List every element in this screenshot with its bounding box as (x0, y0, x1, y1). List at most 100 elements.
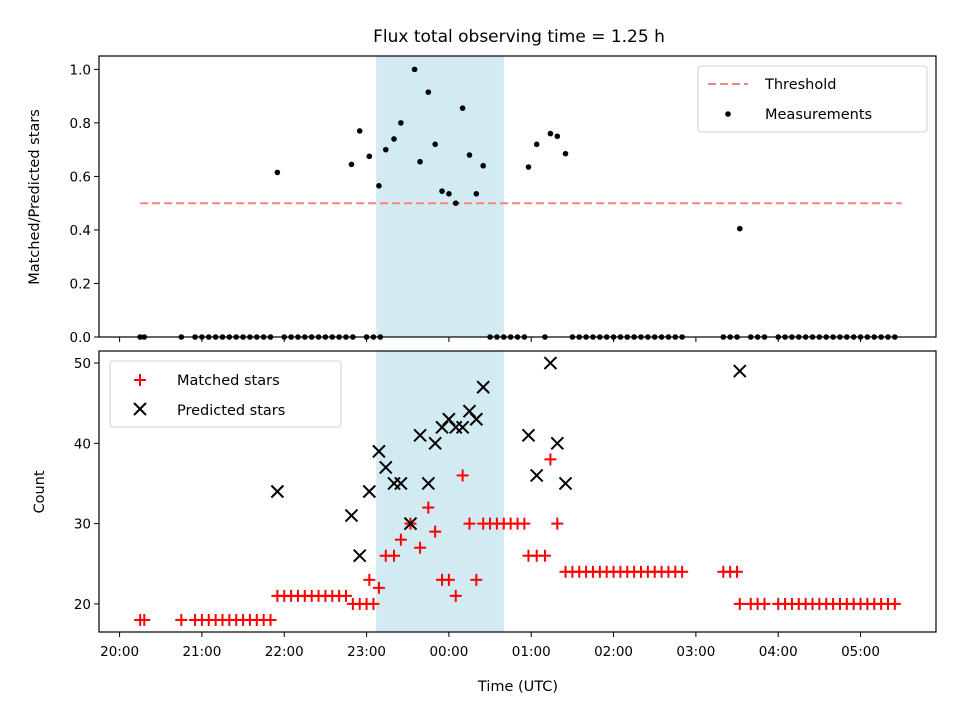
matched-star-points (134, 453, 901, 626)
predicted-point (413, 428, 427, 443)
matched-point (372, 581, 385, 594)
top-y-tick-label: 0.0 (70, 330, 91, 346)
predicted-point-b (558, 476, 573, 491)
x-tick-label: 23:00 (347, 644, 386, 660)
matched-point (414, 541, 427, 554)
top-y-ticks: 0.0 0.2 0.4 0.6 0.8 1.0 (70, 62, 99, 346)
bottom-y-tick-label: 30 (74, 517, 91, 533)
x-axis-label: Time (UTC) (477, 679, 558, 695)
legend-matched-swatch (134, 374, 146, 386)
matched-point (394, 533, 407, 546)
predicted-point (421, 476, 436, 491)
matched-point (544, 453, 557, 466)
predicted-point-b (543, 356, 558, 370)
measurement-point (391, 136, 397, 142)
matched-point (138, 613, 151, 626)
predicted-point-b (469, 412, 484, 426)
matched-point (733, 597, 746, 610)
measurement-point (533, 141, 540, 148)
measurement-point (459, 105, 466, 111)
predicted-point-b (352, 549, 367, 563)
measurement-point (382, 146, 389, 153)
matched-point (422, 501, 435, 514)
matched-point (676, 565, 689, 578)
matched-point (888, 597, 901, 610)
top-y-tick-label: 0.2 (70, 276, 91, 292)
predicted-point-b (403, 516, 418, 531)
x-tick-label: 21:00 (182, 644, 221, 660)
bottom-y-tick-label: 20 (74, 597, 91, 613)
predicted-point-b (413, 428, 427, 443)
legend-predicted-label: Predicted stars (177, 403, 285, 419)
measurement-point (417, 158, 423, 165)
x-tick-label: 20:00 (100, 644, 139, 660)
top-y-axis-label: Matched/Predicted stars (27, 109, 43, 285)
measurement-point (554, 133, 561, 140)
matched-point (538, 549, 551, 562)
predicted-point-b (530, 468, 544, 483)
measurement-point (356, 128, 363, 134)
predicted-star-points (270, 356, 747, 563)
legend-measurements-label: Measurements (765, 107, 872, 123)
matched-point (363, 573, 376, 586)
matched-point (731, 565, 744, 578)
predicted-point (270, 484, 285, 499)
predicted-point (455, 420, 470, 434)
predicted-point (530, 468, 544, 483)
legend-threshold-label: Threshold (764, 77, 836, 93)
predicted-point-b (442, 412, 456, 426)
measurement-points (137, 66, 898, 340)
measurement-point (466, 152, 473, 158)
x-tick-label: 03:00 (676, 644, 715, 660)
measurement-point (274, 169, 281, 176)
x-tick-label: 05:00 (841, 644, 880, 660)
top-legend-box (697, 65, 928, 133)
measurement-point (525, 164, 532, 170)
top-x-ticks (119, 337, 862, 342)
measurement-point (348, 161, 355, 168)
predicted-point-b (462, 404, 477, 418)
measurement-point (411, 66, 418, 73)
predicted-point (543, 356, 558, 370)
predicted-point (521, 428, 536, 443)
top-y-tick-label: 0.8 (70, 116, 91, 132)
measurement-point (446, 191, 452, 197)
predicted-point (344, 508, 359, 523)
predicted-point (469, 412, 484, 426)
top-legend: Threshold Measurements (697, 65, 928, 133)
matched-point (367, 597, 380, 610)
matched-point (551, 517, 564, 530)
predicted-point (476, 380, 490, 394)
predicted-point (558, 476, 573, 491)
bottom-legend-box (109, 360, 342, 428)
predicted-point (733, 364, 747, 378)
matched-point (758, 597, 771, 610)
legend-measurements-swatch (725, 111, 731, 117)
bottom-y-tick-label: 40 (74, 436, 91, 452)
predicted-point-b (270, 484, 285, 499)
matched-point (456, 469, 469, 482)
predicted-point-b (428, 436, 442, 451)
predicted-point (352, 549, 367, 563)
matched-point (388, 549, 401, 562)
bottom-y-ticks: 20 30 40 50 (74, 356, 99, 613)
measurement-point (452, 200, 459, 206)
predicted-point-b (344, 508, 359, 523)
predicted-point-b (476, 380, 490, 394)
predicted-point-b (379, 460, 393, 475)
x-tick-label: 02:00 (594, 644, 633, 660)
x-tick-label: 00:00 (429, 644, 468, 660)
predicted-point-b (521, 428, 536, 443)
top-axes-frame (98, 55, 937, 338)
predicted-point (403, 516, 418, 531)
predicted-point-b (372, 444, 386, 459)
matched-point (264, 613, 277, 626)
predicted-point-b (733, 364, 747, 378)
bottom-x-ticks: 20:00 21:00 22:00 23:00 00:00 01:00 02:00 03:00… (100, 632, 880, 660)
predicted-point (428, 436, 442, 451)
predicted-point-b (455, 420, 470, 434)
measurement-point (425, 89, 432, 95)
predicted-point-b (394, 476, 408, 491)
matched-point (470, 573, 483, 586)
